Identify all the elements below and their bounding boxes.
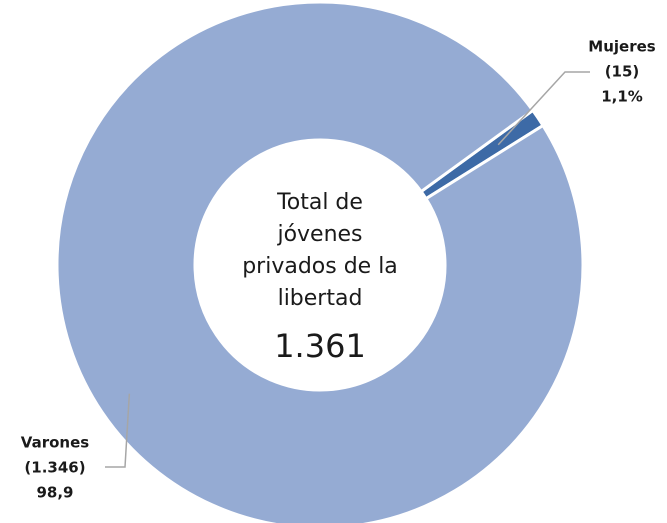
center-label: privados de la [242,254,398,279]
center-label: libertad [278,286,363,311]
percentage-label: 98,9 [36,484,73,502]
leader-line [497,71,590,146]
center-label: Total de [276,190,363,215]
value-label: (1.346) [24,459,85,477]
donut-slice [55,0,585,523]
category-label: Mujeres [588,38,655,56]
percentage-label: 1,1% [601,88,643,106]
total-label: 1.361 [274,327,366,365]
value-label: (15) [605,63,640,81]
leader-line [105,393,131,468]
category-label: Varones [21,434,89,452]
center-label: jóvenes [276,222,362,247]
